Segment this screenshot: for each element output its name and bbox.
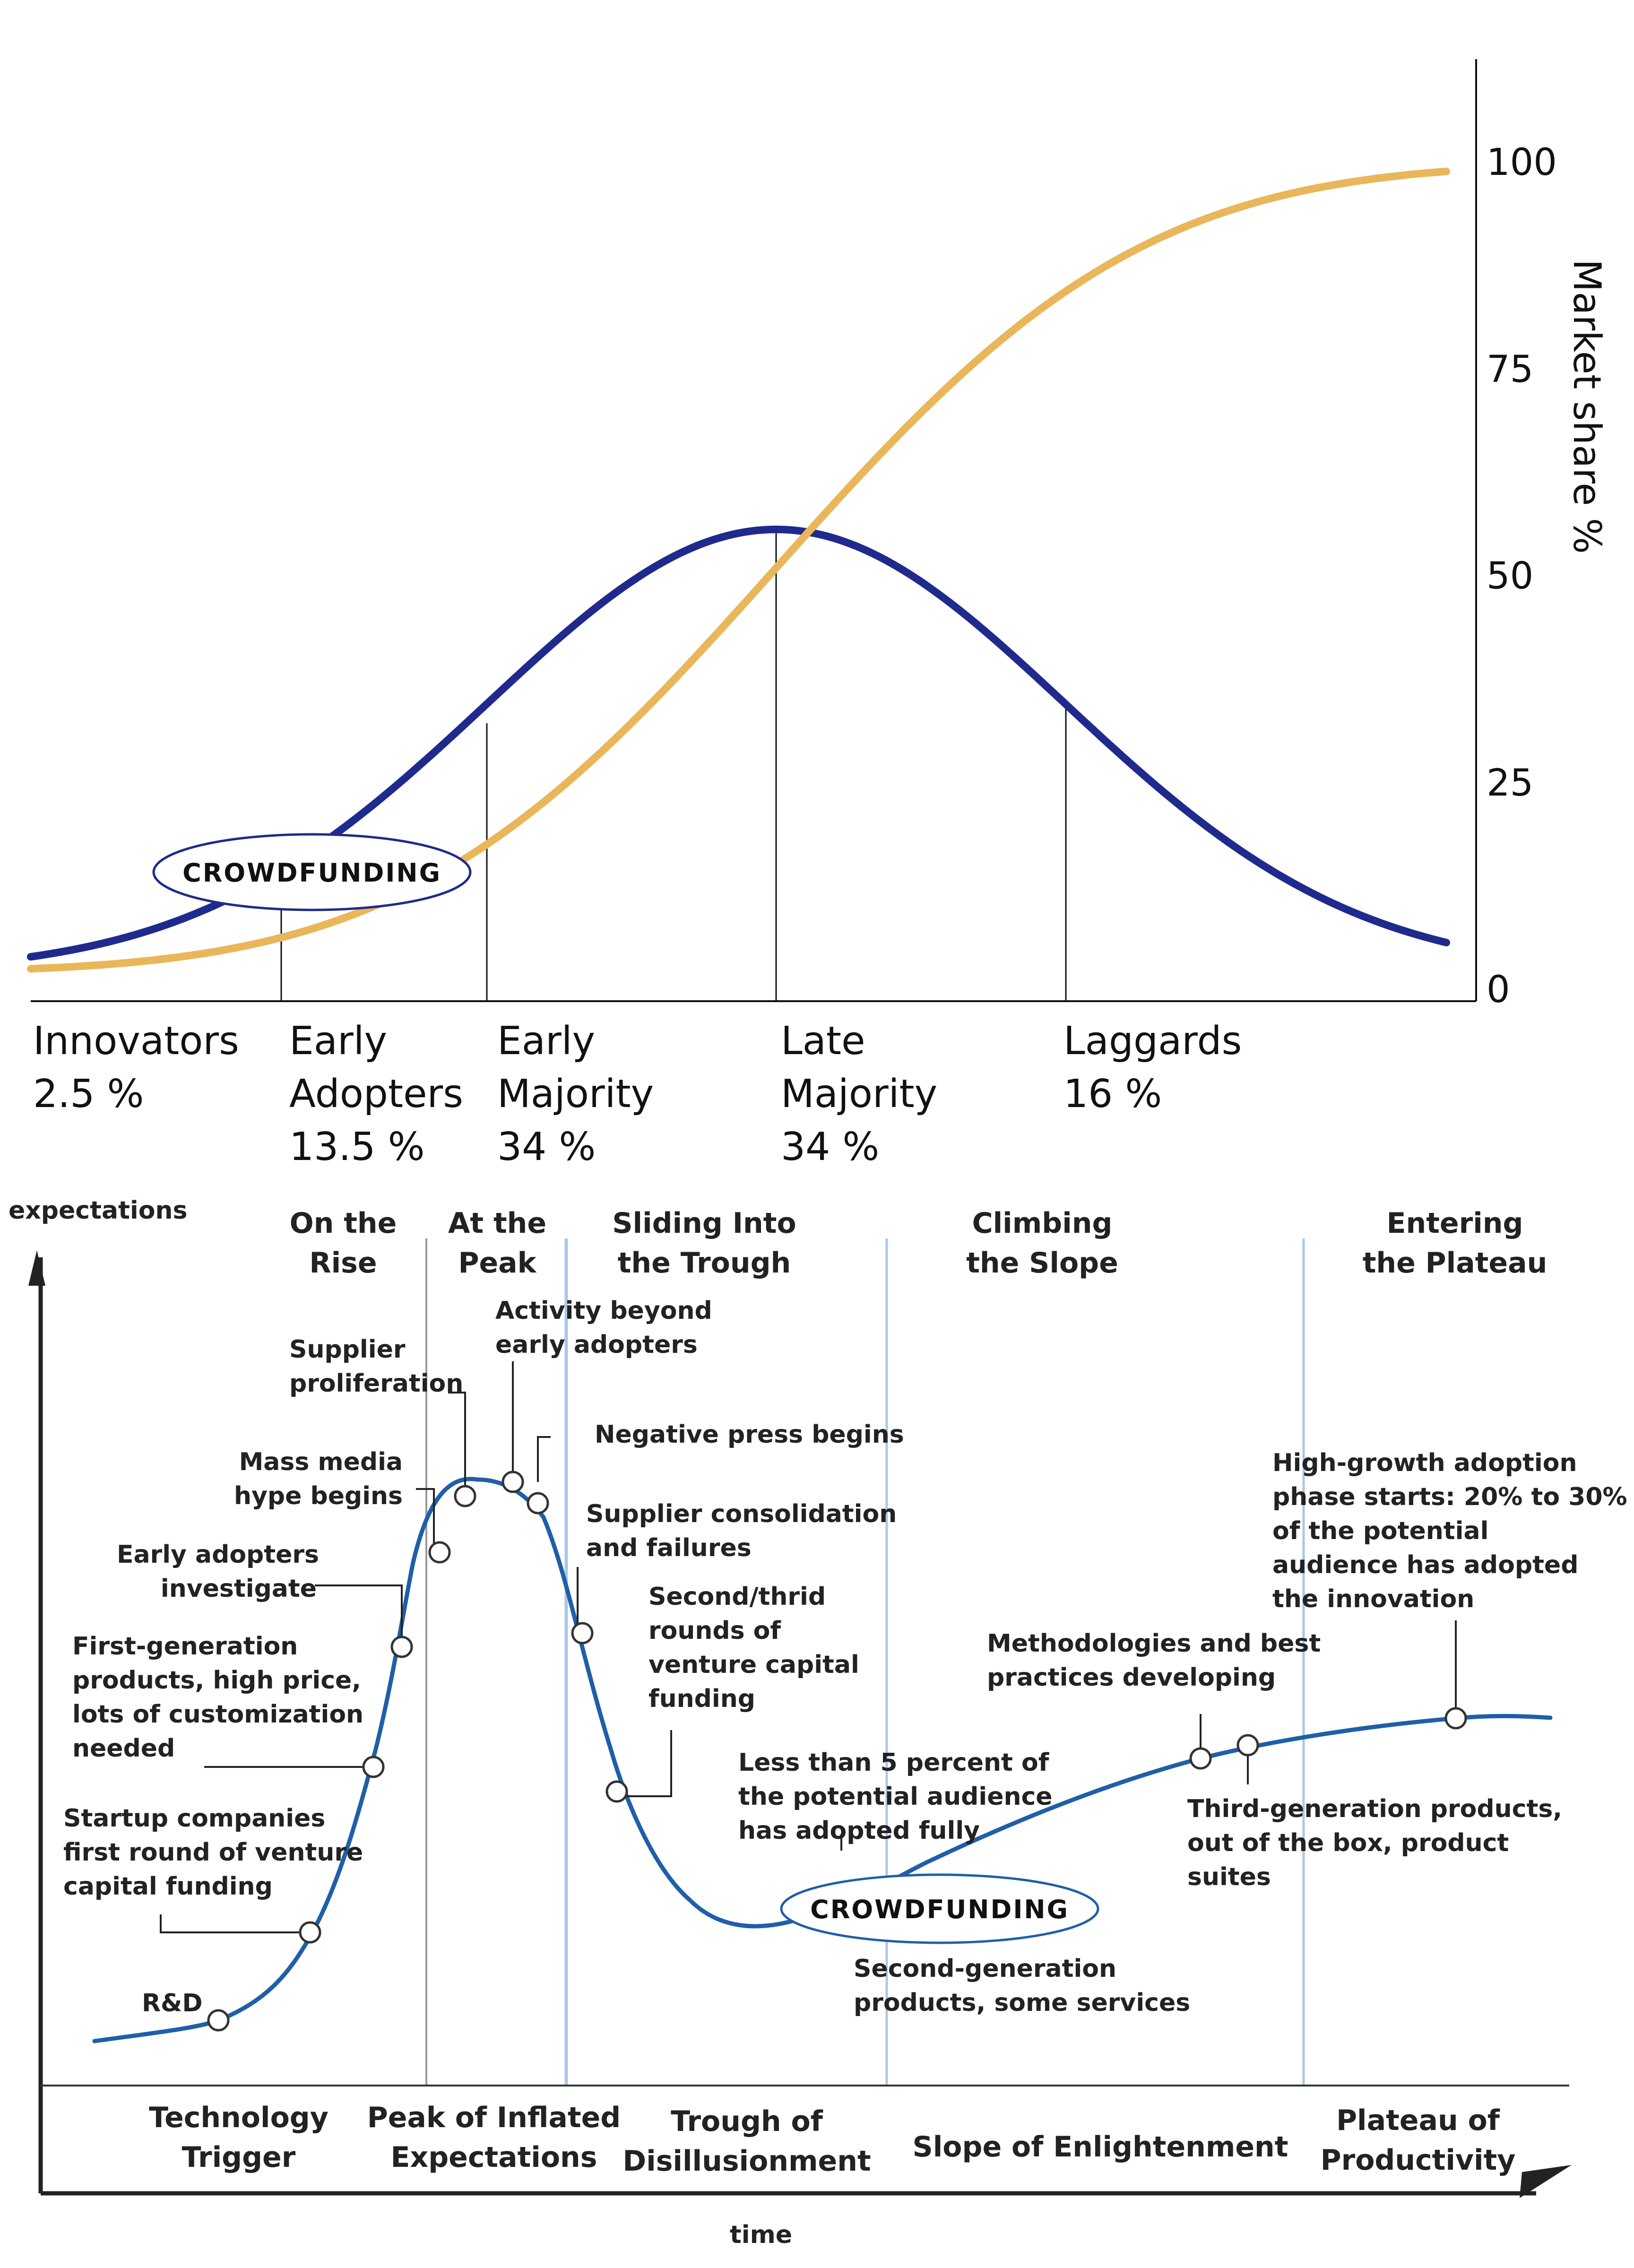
marker-negative-press (527, 1492, 549, 1515)
annot-first-gen: First-generation products, high price, lot… (72, 1632, 363, 1763)
marker-startup (299, 1921, 321, 1944)
phase-name-slope: Slope of Enlightenment (913, 2130, 1288, 2164)
y-tick-50: 50 (1487, 555, 1533, 597)
y-tick-25: 25 (1487, 762, 1533, 805)
phase-name-peak: Peak of Inflated Expectations (367, 2101, 621, 2174)
segment-late-majority: Late Majority 34 % (781, 1019, 950, 1169)
y-tick-75: 75 (1487, 348, 1533, 391)
hype-x-axis-label: time (730, 2221, 792, 2249)
annot-less-than-5: Less than 5 percent of the potential audi… (738, 1749, 1053, 1845)
annot-supplier-prolif: Supplier proliferation (289, 1335, 463, 1398)
segment-laggards: Laggards 16 % (1063, 1019, 1254, 1117)
marker-first-gen (362, 1756, 385, 1778)
curve-markers (207, 1471, 1467, 2032)
annot-high-growth: High-growth adoption phase starts: 20% to… (1272, 1449, 1627, 1613)
annot-negative-press: Negative press begins (595, 1420, 904, 1449)
marker-methodologies (1189, 1747, 1212, 1770)
phase-name-trough: Trough of Disillusionment (622, 2105, 871, 2178)
segment-early-adopters: Early Adopters 13.5 % (289, 1019, 476, 1169)
marker-consolidation (571, 1622, 594, 1645)
phase-title-plateau: Entering the Plateau (1363, 1207, 1548, 1280)
annot-activity-beyond: Activity beyond early adopters (495, 1297, 712, 1359)
marker-third-gen (1236, 1734, 1259, 1757)
market-share-s-curve (27, 167, 1450, 973)
marker-high-growth (1444, 1707, 1467, 1730)
annot-second-gen: Second-generation products, some services (854, 1955, 1190, 2017)
annot-consolidation: Supplier consolidation and failures (586, 1500, 897, 1562)
svg-text:CROWDFUNDING: CROWDFUNDING (810, 1895, 1069, 1924)
hype-crowdfunding-badge: CROWDFUNDING (780, 1873, 1099, 1944)
hype-curve (92, 1477, 1553, 2043)
marker-mass-media (428, 1541, 451, 1564)
adoption-axis-title: Market share % (1565, 259, 1609, 554)
annot-second-third: Second/thrid rounds of venture capital fund… (648, 1583, 859, 1713)
marker-early-adopters (390, 1636, 413, 1658)
phase-title-sliding: Sliding Into the Trough (612, 1207, 796, 1280)
annot-startup: Startup companies first round of venture c… (63, 1804, 363, 1901)
phase-title-at-the-peak: At the Peak (448, 1207, 546, 1280)
annot-early-adopters: Early adopters investigate (117, 1541, 319, 1603)
y-tick-0: 0 (1487, 969, 1510, 1011)
phase-title-climbing: Climbing the Slope (966, 1207, 1118, 1280)
phase-name-technology-trigger: Technology Trigger (149, 2101, 329, 2174)
marker-supplier-prolif (454, 1485, 476, 1507)
phase-title-on-the-rise: On the Rise (290, 1207, 397, 1280)
segment-innovators: Innovators 2.5 % (33, 1019, 251, 1117)
marker-activity-beyond (501, 1471, 524, 1493)
adoption-chart: 100 75 50 25 0 Market share % CROWDFUNDI… (27, 59, 1609, 1169)
annot-methodologies: Methodologies and best practices developi… (987, 1629, 1321, 1692)
annot-third-gen: Third-generation products, out of the box… (1187, 1795, 1562, 1891)
annot-mass-media: Mass media hype begins (234, 1448, 403, 1510)
y-tick-100: 100 (1487, 141, 1557, 184)
svg-text:CROWDFUNDING: CROWDFUNDING (182, 858, 441, 888)
hype-y-axis-label: expectations (9, 1196, 187, 1225)
phase-name-plateau: Plateau of Productivity (1321, 2104, 1516, 2177)
hype-x-axis-arrow (1520, 2165, 1572, 2198)
hype-y-axis-arrow (28, 1250, 45, 1286)
annot-rd: R&D (142, 1989, 203, 2017)
hype-cycle-chart: expectations time On the Rise At the Peak … (9, 1196, 1627, 2249)
segment-early-majority: Early Majority 34 % (497, 1019, 666, 1169)
adoption-crowdfunding-badge: CROWDFUNDING (152, 833, 472, 911)
marker-rd (207, 2009, 230, 2032)
marker-second-third (605, 1780, 628, 1803)
